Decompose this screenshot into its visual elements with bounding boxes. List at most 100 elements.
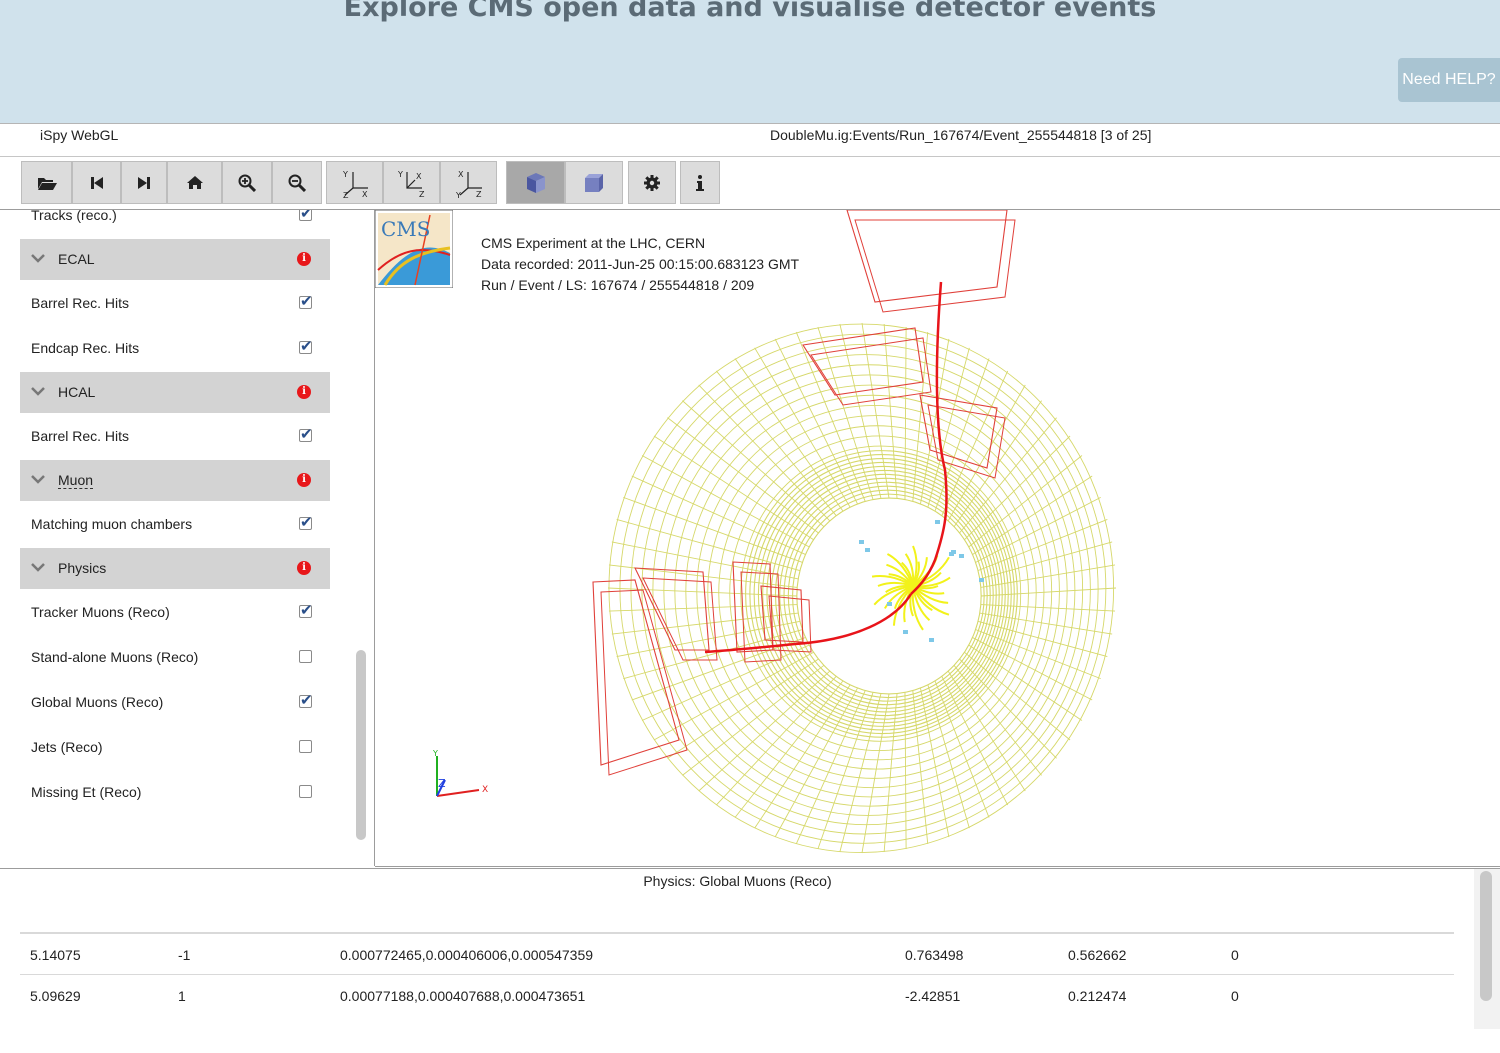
item-label: Jets (Reco) [31, 739, 103, 755]
sidebar-scrollbar[interactable] [356, 650, 366, 840]
table-row[interactable]: 5.14075 -1 0.000772465,0.000406006,0.000… [20, 932, 1454, 974]
info-circle-icon[interactable]: i [297, 561, 311, 575]
axes-xy-icon: Y X Z [342, 170, 368, 198]
list-item-tracks[interactable]: Tracks (reco.) [20, 210, 330, 236]
zoom-out-icon [288, 174, 306, 192]
list-item-missing-et[interactable]: Missing Et (Reco) [20, 772, 330, 813]
event-display[interactable]: X Y Z CMS CMS Experiment at the LHC, CERN … [375, 210, 1500, 867]
list-item-tracker-muons[interactable]: Tracker Muons (Reco) [20, 592, 330, 633]
table-cell: 5.14075 [30, 947, 81, 963]
app-titlebar: iSpy WebGL DoubleMu.ig:Events/Run_167674… [0, 124, 1500, 157]
section-hcal[interactable]: HCAL i [20, 372, 330, 413]
checkbox[interactable] [299, 740, 312, 753]
ispy-app: iSpy WebGL DoubleMu.ig:Events/Run_167674… [0, 123, 1500, 1052]
cms-logo: CMS [375, 210, 453, 288]
axes-yz-icon: X Z Y [455, 170, 482, 198]
table-cell: 0.763498 [905, 947, 964, 963]
open-file-button[interactable] [21, 161, 72, 204]
svg-text:Z: Z [476, 190, 482, 198]
checkbox[interactable] [299, 513, 313, 531]
axes-xz-icon: Y X Z [397, 170, 425, 198]
perspective-view-button[interactable] [506, 161, 565, 204]
checkbox[interactable] [299, 785, 312, 798]
checkbox[interactable] [299, 691, 313, 709]
run-event-label: Run / Event / LS: 167674 / 255544818 / 2… [481, 277, 755, 293]
home-icon [186, 176, 203, 189]
perspective-cube-icon [526, 172, 545, 193]
app-name: iSpy WebGL [40, 127, 119, 143]
list-item-standalone-muons[interactable]: Stand-alone Muons (Reco) [20, 637, 330, 678]
checkbox-tracks[interactable] [299, 210, 313, 222]
zoom-in-button[interactable] [222, 161, 272, 204]
list-item-hcal-barrel[interactable]: Barrel Rec. Hits [20, 416, 330, 457]
table-scrollbar[interactable] [1480, 871, 1492, 1001]
list-item-jets[interactable]: Jets (Reco) [20, 727, 330, 768]
item-label: Global Muons (Reco) [31, 694, 164, 710]
calo-hit [887, 602, 892, 606]
list-item-ecal-barrel[interactable]: Barrel Rec. Hits [20, 283, 330, 324]
list-item-muon-chambers[interactable]: Matching muon chambers [20, 504, 330, 545]
item-label: Matching muon chambers [31, 516, 193, 532]
muon-track [704, 593, 913, 654]
calo-hit [859, 540, 864, 544]
view-yz-button[interactable]: X Z Y [440, 161, 497, 204]
jet-tracks [871, 545, 951, 631]
section-ecal[interactable]: ECAL i [20, 239, 330, 280]
step-backward-icon [90, 176, 103, 189]
zoom-out-button[interactable] [272, 161, 322, 204]
section-label: HCAL [58, 384, 96, 400]
table-cell: 0.00077188,0.000407688,0.000473651 [340, 988, 586, 1004]
svg-text:X: X [458, 170, 464, 179]
settings-button[interactable] [628, 161, 676, 204]
info-circle-icon[interactable]: i [297, 385, 311, 399]
info-icon [696, 174, 704, 191]
axis-z-label: Z [438, 777, 446, 790]
site-header: Explore CMS open data and visualise dete… [0, 0, 1500, 123]
collection-tree: Tracks (reco.) ECAL i Barrel Rec. Hits E… [0, 210, 375, 866]
checkbox[interactable] [299, 650, 312, 663]
chevron-down-icon [31, 475, 45, 484]
section-muon[interactable]: Muon i [20, 460, 330, 501]
checkbox[interactable] [299, 337, 313, 355]
previous-event-button[interactable] [72, 161, 121, 204]
axis-x [436, 789, 480, 797]
next-event-button[interactable] [121, 161, 167, 204]
checkbox[interactable] [299, 292, 313, 310]
list-item-ecal-endcap[interactable]: Endcap Rec. Hits [20, 328, 330, 369]
table-cell: 1 [178, 988, 186, 1004]
checkbox[interactable] [299, 425, 313, 443]
muon-chamber [919, 394, 998, 469]
folder-open-icon [37, 177, 57, 190]
muon-chamber [642, 577, 718, 661]
need-help-button[interactable]: Need HELP? [1398, 58, 1500, 102]
svg-text:Y: Y [397, 170, 403, 179]
muon-chamber [802, 327, 924, 396]
orthographic-view-button[interactable] [565, 161, 623, 204]
about-button[interactable] [680, 161, 720, 204]
chevron-down-icon [31, 563, 45, 572]
calo-hit [903, 630, 908, 634]
view-xz-button[interactable]: Y X Z [383, 161, 440, 204]
calo-hit [979, 578, 984, 582]
muon-chamber [600, 589, 688, 776]
event-display-canvas[interactable]: X Y Z [375, 210, 1500, 866]
info-circle-icon[interactable]: i [297, 252, 311, 266]
calo-hit [865, 548, 870, 552]
home-button[interactable] [167, 161, 222, 204]
view-xy-button[interactable]: Y X Z [326, 161, 383, 204]
orthographic-cube-icon [585, 173, 603, 192]
table-cell: 5.09629 [30, 988, 81, 1004]
data-recorded-label: Data recorded: 2011-Jun-25 00:15:00.6831… [481, 256, 800, 272]
section-physics[interactable]: Physics i [20, 548, 330, 589]
calo-hit [959, 554, 964, 558]
svg-text:Z: Z [419, 190, 425, 198]
muon-chamber [592, 579, 680, 766]
calo-hit [929, 638, 934, 642]
list-item-global-muons[interactable]: Global Muons (Reco) [20, 682, 330, 723]
table-row[interactable]: 5.09629 1 0.00077188,0.000407688,0.00047… [20, 974, 1454, 1016]
section-label: Physics [58, 560, 107, 576]
info-circle-icon[interactable]: i [297, 473, 311, 487]
chevron-down-icon [31, 387, 45, 396]
checkbox[interactable] [299, 601, 313, 619]
item-label: Endcap Rec. Hits [31, 340, 140, 356]
